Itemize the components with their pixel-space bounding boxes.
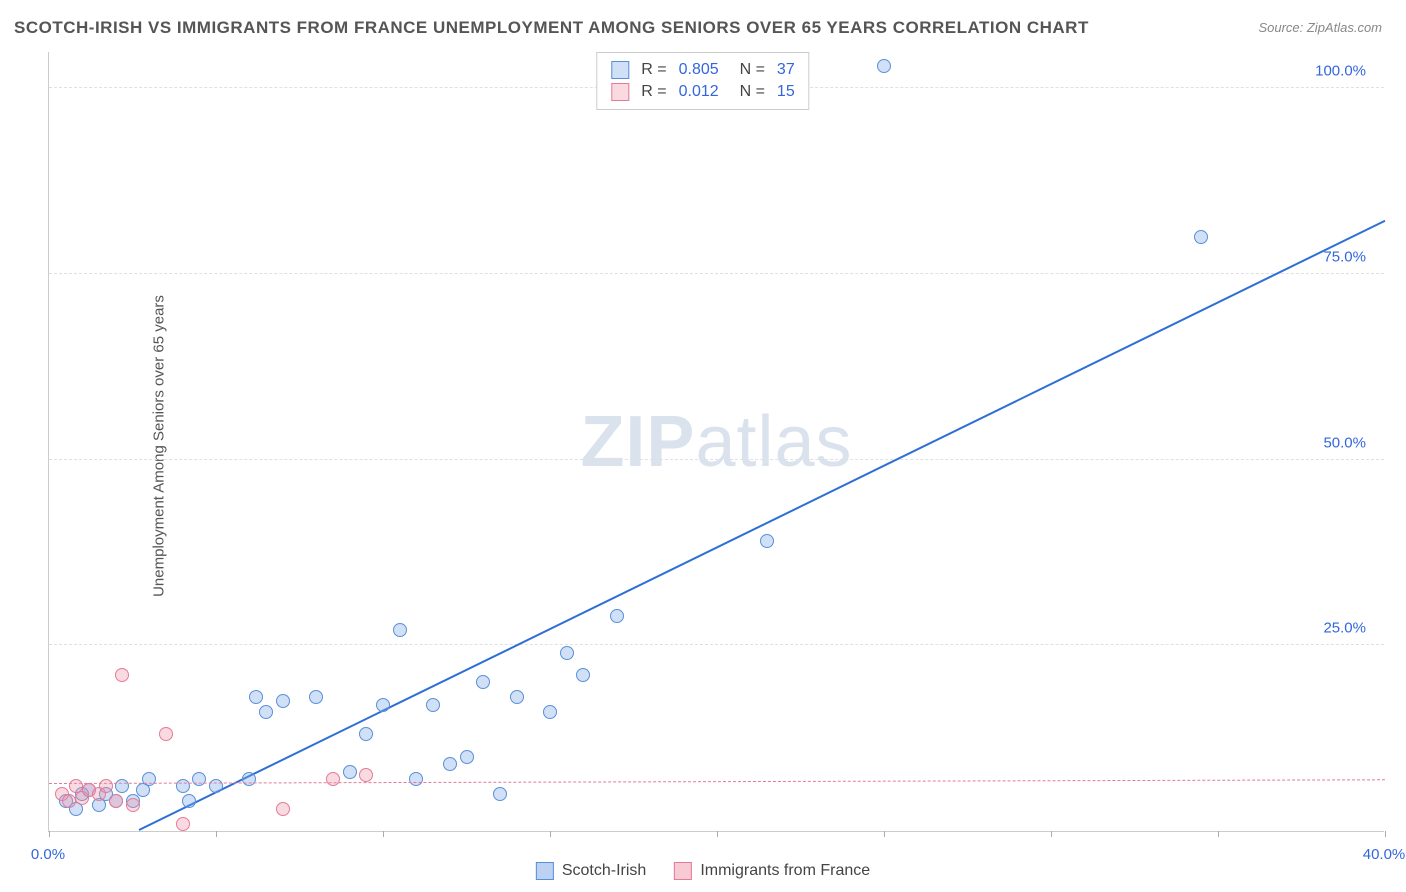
legend-swatch [611,83,629,101]
data-point [476,675,490,689]
data-point [142,772,156,786]
plot-area: ZIPatlas 25.0% 50.0% 75.0% 100.0% [48,52,1384,832]
data-point [426,698,440,712]
regression-line [139,220,1386,831]
data-point [576,668,590,682]
legend-n-label: N = [731,61,765,79]
data-point [276,694,290,708]
x-tick [1385,831,1386,837]
data-point [343,765,357,779]
x-tick [717,831,718,837]
legend-swatch [674,862,692,880]
data-point [510,690,524,704]
data-point [249,690,263,704]
data-point [610,609,624,623]
data-point [62,794,76,808]
legend-r-value: 0.012 [679,83,719,101]
data-point [543,705,557,719]
series-legend-label: Immigrants from France [700,862,870,880]
data-point [126,798,140,812]
data-point [276,802,290,816]
data-point [393,623,407,637]
x-tick [383,831,384,837]
legend-row: R = 0.012 N = 15 [611,81,794,103]
data-point [109,794,123,808]
y-tick-label: 100.0% [1315,63,1366,80]
legend-row: R = 0.805 N = 37 [611,59,794,81]
data-point [760,534,774,548]
legend-r-label: R = [641,83,666,101]
data-point [259,705,273,719]
data-point [560,646,574,660]
data-point [309,690,323,704]
legend-r-label: R = [641,61,666,79]
data-point [242,772,256,786]
x-tick-label: 0.0% [31,846,65,863]
data-point [460,750,474,764]
legend-swatch [611,61,629,79]
data-point [99,779,113,793]
data-point [182,794,196,808]
data-point [1194,230,1208,244]
data-point [176,817,190,831]
y-tick-label: 75.0% [1323,248,1366,265]
gridline [49,644,1384,645]
gridline [49,459,1384,460]
legend-r-value: 0.805 [679,61,719,79]
data-point [359,768,373,782]
x-tick [550,831,551,837]
series-legend: Scotch-Irish Immigrants from France [536,862,870,880]
x-tick [1051,831,1052,837]
data-point [443,757,457,771]
chart-title: SCOTCH-IRISH VS IMMIGRANTS FROM FRANCE U… [14,18,1089,38]
x-tick [1218,831,1219,837]
data-point [115,779,129,793]
x-tick [884,831,885,837]
data-point [359,727,373,741]
data-point [409,772,423,786]
data-point [877,59,891,73]
source-label: Source: ZipAtlas.com [1258,20,1382,35]
x-tick [49,831,50,837]
series-legend-item: Immigrants from France [674,862,870,880]
data-point [376,698,390,712]
y-tick-label: 25.0% [1323,620,1366,637]
data-point [115,668,129,682]
legend-n-value: 37 [777,61,795,79]
data-point [176,779,190,793]
series-legend-item: Scotch-Irish [536,862,646,880]
data-point [493,787,507,801]
correlation-legend: R = 0.805 N = 37R = 0.012 N = 15 [596,52,809,110]
data-point [326,772,340,786]
y-tick-label: 50.0% [1323,434,1366,451]
data-point [192,772,206,786]
gridline [49,273,1384,274]
x-tick [216,831,217,837]
data-point [159,727,173,741]
legend-n-label: N = [731,83,765,101]
legend-swatch [536,862,554,880]
watermark: ZIPatlas [580,401,852,483]
x-tick-label: 40.0% [1363,846,1406,863]
series-legend-label: Scotch-Irish [562,862,646,880]
legend-n-value: 15 [777,83,795,101]
